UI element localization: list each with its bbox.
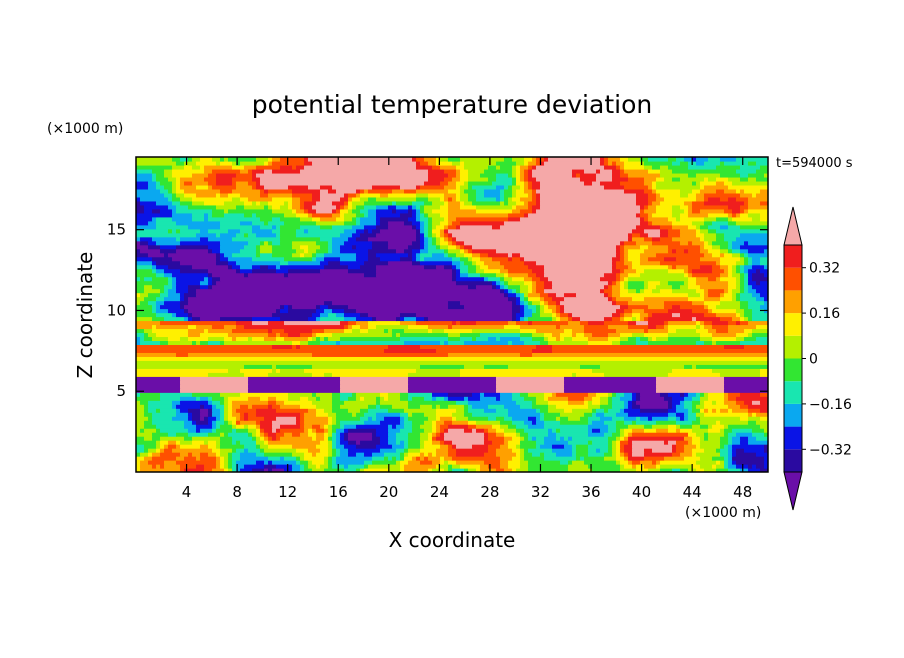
- colorbar-bottom-extension: [783, 471, 803, 511]
- x-tick: 4: [182, 157, 192, 501]
- x-tick: 20: [379, 157, 398, 501]
- colorbar-segment: [784, 426, 802, 450]
- colorbar-tick-label: −0.16: [809, 397, 852, 413]
- contour-field: [136, 157, 768, 472]
- x-tick: 36: [581, 157, 601, 501]
- colorbar-segment: [784, 267, 802, 291]
- x-tick: 40: [632, 157, 651, 501]
- colorbar-segment: [784, 381, 802, 404]
- x-tick: 48: [733, 157, 752, 501]
- colorbar: −0.32 −0.16 0 0.16 0.32: [783, 206, 852, 511]
- x-tick-label: 28: [480, 483, 499, 501]
- x-tick-label: 40: [632, 483, 651, 501]
- x-tick-label: 8: [232, 483, 242, 501]
- x-tick-label: 44: [683, 483, 702, 501]
- x-tick-label: 12: [278, 483, 297, 501]
- colorbar-tick-label: 0: [809, 352, 818, 368]
- chart-title: potential temperature deviation: [252, 90, 652, 119]
- y-tick: 5: [116, 382, 768, 400]
- x-tick: 32: [531, 157, 550, 501]
- x-tick: 24: [430, 157, 449, 501]
- y-tick: 15: [107, 221, 768, 239]
- x-tick-label: 16: [329, 483, 348, 501]
- colorbar-segment: [784, 358, 802, 382]
- y-axis: 5 10 15: [107, 221, 768, 400]
- y-axis-label: Z coordinate: [73, 252, 97, 379]
- y-tick-label: 10: [107, 301, 126, 319]
- x-tick-label: 48: [733, 483, 752, 501]
- y-tick: 10: [107, 301, 768, 319]
- y-tick-label: 15: [107, 221, 126, 239]
- x-axis-label: X coordinate: [389, 528, 516, 552]
- colorbar-segment: [784, 313, 802, 336]
- colorbar-segment: [784, 335, 802, 359]
- time-label: t=594000 s: [776, 156, 853, 171]
- x-tick: 44: [683, 157, 702, 501]
- y-tick-label: 5: [116, 382, 126, 400]
- x-tick-label: 24: [430, 483, 449, 501]
- colorbar-segment: [784, 449, 802, 472]
- x-tick: 8: [232, 157, 242, 501]
- x-tick-label: 36: [581, 483, 600, 501]
- x-axis: 4 8 12 16 20 24 28 32 36 40 44 48: [182, 157, 752, 501]
- plot-frame: [135, 156, 769, 473]
- colorbar-segment: [784, 290, 802, 314]
- x-tick-label: 32: [531, 483, 550, 501]
- colorbar-tick-label: 0.16: [809, 306, 840, 322]
- colorbar-top-extension: [783, 206, 803, 246]
- x-tick-label: 20: [379, 483, 398, 501]
- x-unit-label: (×1000 m): [685, 505, 761, 521]
- x-tick: 16: [329, 157, 348, 501]
- y-unit-label: (×1000 m): [47, 121, 123, 137]
- colorbar-tick-label: 0.32: [809, 261, 840, 277]
- x-tick: 28: [480, 157, 499, 501]
- colorbar-tick-label: −0.32: [809, 442, 852, 458]
- x-tick: 12: [278, 157, 297, 501]
- colorbar-segment: [784, 403, 802, 427]
- colorbar-segment: [784, 245, 802, 268]
- x-tick-label: 4: [182, 483, 192, 501]
